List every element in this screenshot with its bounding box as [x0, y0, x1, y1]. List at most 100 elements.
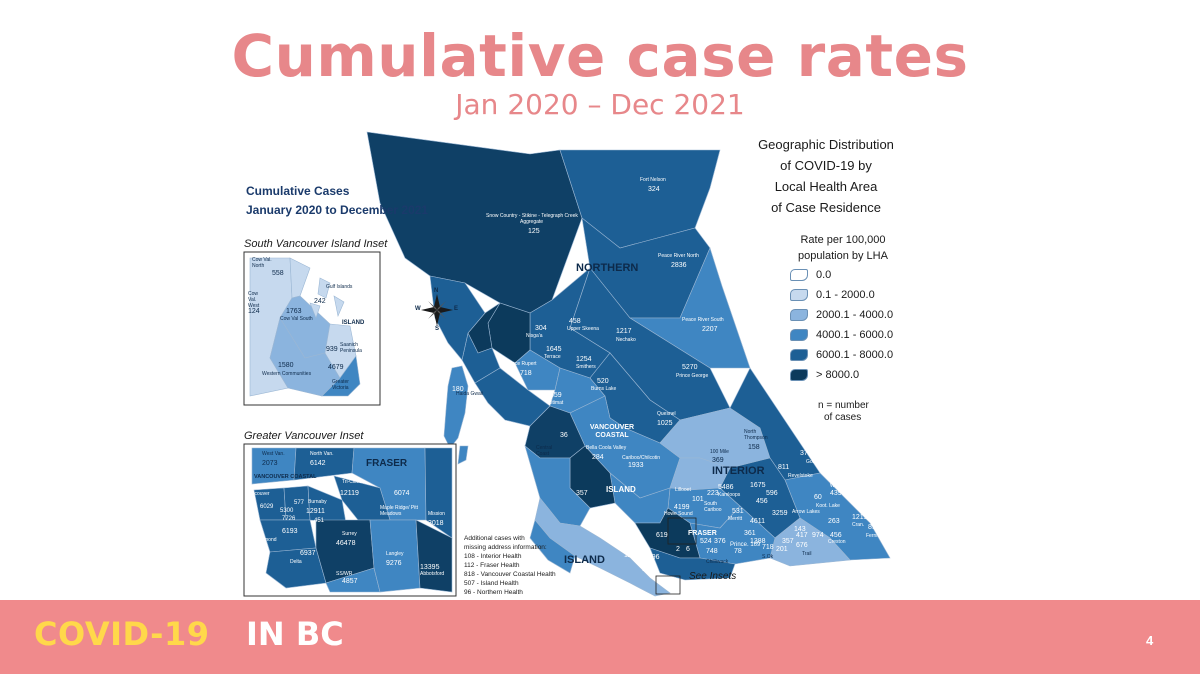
label-4199: 4199 — [674, 504, 690, 511]
gv-langley-n: 9276 — [386, 560, 402, 567]
label-100mile: 100 Mile — [710, 449, 729, 455]
n-note: n = number of cases — [818, 400, 869, 424]
svi-cow-val-north-n: 558 — [272, 270, 284, 277]
label-nechako: Nechako — [616, 337, 636, 343]
label-bella-coola-n: 284 — [592, 454, 604, 461]
svi-saanich: Saanich Peninsula — [340, 342, 362, 354]
gv-abbotsford-n: 13395 — [420, 564, 440, 571]
label-chilliwack: Chilliwack — [706, 559, 729, 565]
label-central-coast: Central Coast — [536, 445, 553, 457]
gv-mission: Mission — [428, 511, 445, 517]
gv-burnaby-n: 12911 — [306, 508, 325, 515]
legend-label: 6000.1 - 8000.0 — [816, 349, 894, 361]
ha-label-fraser: FRASER — [688, 530, 717, 537]
label-howe-sound: Howe Sound — [664, 511, 693, 517]
legend-label: 2000.1 - 4000.0 — [816, 309, 894, 321]
map-panel: Cumulative Cases January 2020 to Decembe… — [230, 128, 930, 598]
label-snow-country-2: Aggregate — [520, 219, 544, 225]
region-haida-gwaii-s — [457, 445, 469, 465]
svi-cow-val-west-n: 124 — [248, 308, 260, 315]
label-kootenay-lake: Koot. Lake — [816, 503, 840, 509]
label-merritt-n: 531 — [732, 508, 744, 515]
svi-western: Western Communities — [262, 371, 312, 377]
label-376: 376 — [714, 538, 726, 545]
label-merritt: Merritt — [728, 516, 743, 522]
ha-label-island-south: ISLAND — [564, 554, 605, 566]
label-524: 524 — [700, 538, 712, 545]
label-cariboo: Cariboo/Chilcotin — [622, 455, 661, 461]
additional-line7: 96 - Northern Health — [464, 589, 523, 596]
label-kitimat-n: 559 — [550, 392, 562, 399]
label-trail: Trail — [802, 551, 812, 557]
label-prince-rupert-n: 718 — [520, 370, 532, 377]
label-417: 417 — [796, 532, 808, 539]
ha-label-island: ISLAND — [606, 485, 636, 494]
label-haida-gwaii-n: 180 — [452, 386, 464, 393]
label-peace-south: Peace River South — [682, 317, 724, 323]
label-haida-gwaii: Haida Gwaii — [456, 391, 483, 397]
gv-vancouver-coastal-label: VANCOUVER COASTAL — [254, 474, 317, 480]
gv-langley: Langley — [386, 551, 404, 557]
label-burns-lake: Burns Lake — [591, 386, 617, 392]
bc-map-svg — [243, 131, 891, 597]
inset-title-south-island: South Vancouver Island Inset — [244, 238, 388, 250]
compass-rose — [421, 294, 453, 326]
label-456b: 456 — [830, 532, 842, 539]
additional-line6: 507 - Island Health — [464, 580, 519, 587]
label-creston: Creston — [828, 539, 846, 545]
label-813: 813 — [868, 524, 880, 531]
region-snow-country — [366, 131, 583, 314]
ha-label-northern: NORTHERN — [576, 262, 639, 274]
ha-label-vancouver-coastal: VANCOUVER COASTAL — [589, 424, 635, 440]
label-596: 596 — [766, 490, 778, 497]
label-72: 72 — [598, 530, 606, 537]
label-vernon-n: 3259 — [772, 510, 788, 517]
gv-west-van-n: 2073 — [262, 460, 278, 467]
label-west: West — [830, 483, 842, 489]
ha-label-interior: INTERIOR — [712, 465, 765, 477]
legend-row: 0.0 — [790, 269, 831, 281]
label-burns-lake-n: 520 — [597, 378, 609, 385]
label-revelstoke: Revelstoke — [788, 473, 813, 479]
svi-gulf-islands: Gulf Islands — [326, 284, 353, 290]
legend-label: 0.0 — [816, 269, 832, 281]
see-insets-note: See Insets — [689, 571, 737, 582]
gv-burnaby: Burnaby — [308, 499, 327, 505]
gv-north-van: North Van. — [310, 451, 334, 457]
label-456: 456 — [756, 498, 768, 505]
inset-locator-south-island — [655, 575, 681, 595]
label-prince-george: Prince George — [676, 373, 709, 379]
legend-title-line2: population by LHA — [798, 250, 888, 262]
label-361: 361 — [744, 530, 756, 537]
legend-swatch — [790, 349, 808, 361]
label-arrow-lakes: Arrow Lakes — [792, 509, 820, 515]
legend-row: 6000.1 - 8000.0 — [790, 349, 893, 361]
cumulative-cases-title: Cumulative Cases January 2020 to Decembe… — [246, 182, 428, 220]
gv-richmond: Richmond — [254, 537, 277, 543]
label-south-cariboo: South Cariboo — [704, 501, 722, 513]
legend-title-line1: Rate per 100,000 — [800, 234, 886, 246]
label-upper-skeena-n: 458 — [569, 318, 581, 325]
map-heading-line3: Local Health Area — [774, 179, 878, 194]
label-223: 223 — [707, 490, 719, 497]
label-golden-n: 378 — [800, 450, 812, 457]
label-nisgaa: Nisga'a — [526, 333, 543, 339]
label-golden: Golden — [806, 459, 823, 465]
label-1182: 1182 — [624, 552, 640, 559]
label-revelstoke-n: 811 — [778, 464, 790, 471]
additional-line1: Additional cases with — [464, 535, 525, 542]
label-201: 201 — [776, 546, 788, 553]
compass-n-label: N — [434, 288, 439, 294]
label-fort-nelson-n: 324 — [648, 186, 660, 193]
region-haida-gwaii — [443, 365, 469, 449]
label-1675: 1675 — [750, 482, 766, 489]
gv-abbotsford: Abbotsford — [420, 571, 445, 577]
legend-row: > 8000.0 — [790, 369, 859, 381]
legend-row: 0.1 - 2000.0 — [790, 289, 875, 301]
label-357: 357 — [782, 538, 794, 545]
gv-vancouver: Vancouver — [246, 491, 270, 497]
gv-sswr: SS/WR — [336, 571, 353, 577]
gv-surrey-n: 46478 — [336, 540, 356, 547]
gv-7726: 7726 — [282, 516, 296, 522]
